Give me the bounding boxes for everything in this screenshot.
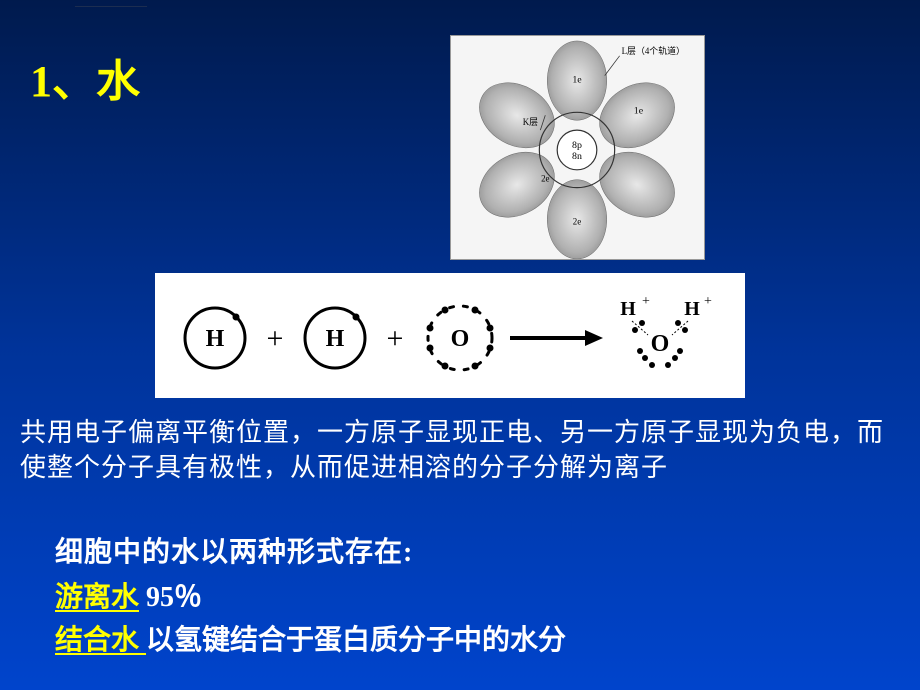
svg-text:2e: 2e <box>573 216 581 226</box>
forms-subtitle: 细胞中的水以两种形式存在: <box>55 530 413 570</box>
free-water-label: 游离水 <box>55 582 139 613</box>
svg-text:K层: K层 <box>523 117 538 127</box>
reaction-diagram: H + H + O O <box>155 273 745 398</box>
svg-text:1e: 1e <box>572 75 582 86</box>
bound-water-desc: 以氢键结合于蛋白质分子中的水分 <box>146 625 566 656</box>
slide-title: 1、水 <box>30 45 140 109</box>
orbital-diagram: 8p 8n 1e 1e 2e 2e K层 L层（4个轨道） <box>450 35 705 260</box>
svg-text:+: + <box>387 322 404 355</box>
svg-text:H: H <box>684 298 700 320</box>
svg-text:8p: 8p <box>572 140 582 151</box>
bound-water-line: 结合水 以氢键结合于蛋白质分子中的水分 <box>55 618 566 658</box>
free-water-line: 游离水 95％ <box>55 575 202 615</box>
svg-text:O: O <box>451 326 470 352</box>
explanation-paragraph: 共用电子偏离平衡位置，一方原子显现正电、另一方原子显现为负电，而使整个分子具有极… <box>20 415 900 485</box>
svg-text:H: H <box>326 326 345 352</box>
decorative-dash: ———————————— <box>75 4 147 10</box>
bound-water-label: 结合水 <box>55 625 146 656</box>
svg-text:+: + <box>704 294 712 309</box>
svg-text:O: O <box>651 331 670 357</box>
svg-text:H: H <box>620 298 636 320</box>
svg-text:8n: 8n <box>572 151 582 162</box>
svg-text:2e: 2e <box>541 174 549 184</box>
svg-text:H: H <box>206 326 225 352</box>
svg-text:1e: 1e <box>634 105 644 116</box>
svg-text:+: + <box>642 294 650 309</box>
svg-text:L层（4个轨道）: L层（4个轨道） <box>622 45 685 56</box>
free-water-pct: 95％ <box>139 582 202 613</box>
svg-text:+: + <box>267 322 284 355</box>
